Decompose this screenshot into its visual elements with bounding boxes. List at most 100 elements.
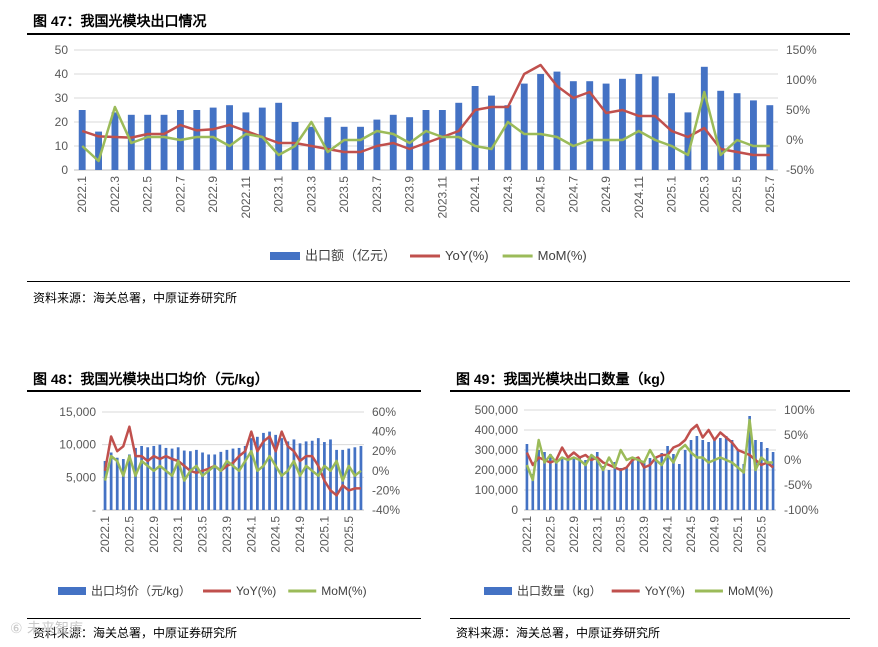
chart3-bar-2023.1 [595,452,599,510]
chart2-x-tick-label: 2025.5 [342,516,356,553]
chart3-bar-2023.3 [607,470,611,510]
chart3-bar-2023.10 [648,458,652,510]
chart2-bar-2023.8 [219,451,223,510]
chart1-right-tick-label: 150% [786,43,817,57]
chart3-bar-2024.7 [701,440,705,510]
chart1-bar-2024.5 [537,74,545,170]
chart2-bar-2024.7 [286,441,290,510]
chart2-bar-2022.1 [103,461,107,510]
chart3-x-tick-label: 2022.9 [567,516,581,553]
chart3-x-tick-label: 2024.9 [707,516,721,553]
chart3-bar-2022.5 [549,454,552,510]
chart1-bar-2022.8 [193,110,201,170]
chart1-bar-2022.9 [209,107,217,170]
chart3-x-tick-label: 2023.1 [590,516,604,553]
chart1-x-tick-label: 2023.5 [337,176,351,213]
chart1-legend-yoy-label: YoY(%) [445,248,489,263]
chart2-bar-2022.8 [146,447,150,510]
chart3-bar-2023.12 [660,453,664,510]
chart1-legend-bar-label: 出口额（亿元） [305,248,396,263]
chart3-bar-2024.6 [695,436,699,510]
chart2-bar-2025.3 [335,449,338,510]
chart1-bar-2025.6 [750,100,757,170]
chart3-right-tick-label: -100% [784,503,819,517]
chart2-bar-2023.4 [195,449,198,510]
chart2-bar-2022.11 [164,447,168,510]
chart3-bar-2023.6 [625,468,628,510]
chart3-bar-2024.5 [689,440,693,510]
chart3-bar-2022.4 [543,452,546,510]
chart3-bar-2023.11 [654,458,658,510]
chart1-x-tick-label: 2025.5 [730,176,744,213]
chart2-title-block: 图 48：我国光模块出口均价（元/kg） [33,369,269,389]
chart2-bar-2023.12 [243,445,247,510]
chart3-bar-2022.10 [578,456,581,510]
chart3-bar-2024.1 [666,446,669,510]
chart1-left-tick-label: 50 [55,43,69,57]
chart1-right-tick-label: -50% [786,163,814,177]
chart1-line-yoy [81,63,770,157]
chart3-right-tick-label: 50% [784,428,808,442]
chart1-source: 资料来源：海关总署，中原证券研究所 [33,291,238,305]
chart2-bar-2025.7 [359,445,363,510]
chart1-left-tick-label: 0 [61,163,68,177]
chart3-bar-2022.7 [560,458,564,510]
chart2-bar-2023.6 [207,454,210,510]
chart2-source: 资料来源：海关总署，中原证券研究所 [33,626,238,640]
chart3-bar-2025.2 [742,464,746,510]
chart2-right-tick-label: 20% [372,444,396,458]
chart1-x-tick-label: 2024.1 [468,176,482,213]
chart2-right-tick-label: 60% [372,405,396,419]
chart1-bar-2023.1 [275,102,283,170]
chart3-bar-2024.10 [719,438,722,510]
chart1-bar-2024.12 [651,76,659,170]
chart2-bar-2022.3 [115,457,119,510]
chart3-bar-2022.12 [590,456,593,510]
chart1-x-tick-label: 2024.7 [566,176,580,213]
chart2-x-tick-label: 2023.9 [220,516,234,553]
chart2-bar-2024.10 [304,441,308,510]
chart1-bar-2023.4 [324,117,332,170]
chart3-bar-2023.5 [619,468,623,510]
chart2-right-tick-label: 0% [372,464,390,478]
chart2-bar-2023.11 [237,447,241,510]
chart1-bar-2025.3 [700,66,708,170]
chart3-bar-2024.3 [677,464,681,510]
chart3-bar-2025.1 [736,450,740,510]
chart1-x-tick-label: 2024.5 [534,176,548,213]
chart2-top-rule [27,390,421,392]
chart3-legend-mom-label: MoM(%) [728,584,773,598]
chart3-right-tick-label: 0% [784,453,802,467]
chart2-bar-2023.3 [188,451,192,510]
chart3-x-tick-label: 2023.9 [637,516,651,553]
chart3-bar-2022.9 [572,458,576,510]
chart1-bar-2025.2 [684,112,692,170]
chart3-top-rule [450,390,850,392]
chart2-x-tick-label: 2023.1 [171,516,185,553]
chart1-legend-bar-swatch [270,252,300,260]
chart1-bar-2024.8 [586,81,594,170]
chart2-bar-2024.4 [268,431,271,510]
chart1-x-tick-label: 2022.1 [75,176,89,213]
chart3-title: 我国光模块出口数量（kg） [503,371,674,387]
chart3-bottom-rule [450,618,850,619]
chart1-x-tick-label: 2023.3 [304,176,318,213]
chart3-left-tick-label: 300,000 [475,443,519,457]
chart3-bar-2022.2 [531,474,535,510]
chart3-legend-bar-swatch [484,587,512,595]
chart3-line-mom [525,418,774,482]
chart1-bar-2024.1 [471,86,479,170]
chart1-bar-2022.5 [144,114,152,170]
chart2-x-tick-label: 2022.9 [147,516,161,553]
chart1-bar-2023.3 [307,126,315,170]
chart3-bar-2024.4 [683,450,687,510]
chart1-left-tick-label: 20 [55,115,69,129]
chart3-bar-2024.11 [724,436,728,510]
chart1-left-tick-label: 30 [55,91,69,105]
chart3-bar-2022.3 [537,450,540,510]
chart1-x-tick-label: 2024.11 [632,176,646,219]
chart2-left-tick-label: - [92,503,96,517]
chart1-top-rule [27,33,850,35]
chart1-x-tick-label: 2022.5 [141,176,155,213]
chart2-bar-2024.1 [249,438,253,510]
